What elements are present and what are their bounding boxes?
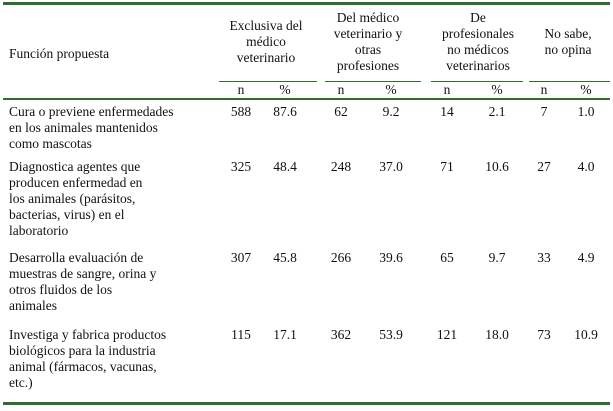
- row-1-value-3: 62: [334, 104, 348, 119]
- row-2-value-6: 10.6: [485, 159, 509, 174]
- row-3-value-2: 45.8: [273, 250, 297, 265]
- header-no-sabe: No sabe, no opina: [544, 26, 592, 57]
- row-1-value-5: 14: [440, 104, 454, 119]
- row-2-value-2: 48.4: [273, 159, 297, 174]
- row-3-value-6: 9.7: [488, 250, 506, 265]
- row-4-value-3: 362: [330, 327, 352, 342]
- row-1-value-1: 588: [230, 104, 252, 119]
- row-2-value-3: 248: [330, 159, 352, 174]
- subheader-pct-1: %: [279, 82, 291, 97]
- row-2-value-1: 325: [230, 159, 252, 174]
- group-underline-4: [529, 81, 610, 82]
- row-label-4: Investiga y fabrica productos biológicos…: [9, 327, 167, 390]
- subheader-n-4: n: [540, 82, 548, 97]
- row-4-value-5: 121: [436, 327, 458, 342]
- row-2-value-8: 4.0: [577, 159, 595, 174]
- row-4-value-8: 10.9: [574, 327, 598, 342]
- group-underline-3: [431, 81, 523, 82]
- subheader-pct-2: %: [385, 82, 397, 97]
- header-del-medico: Del médico veterinario y otras profesion…: [333, 10, 403, 73]
- row-1-value-6: 2.1: [488, 104, 506, 119]
- table-top-rule: [3, 2, 610, 5]
- table-bottom-rule: [3, 402, 610, 405]
- row-3-value-8: 4.9: [577, 250, 595, 265]
- row-2-value-4: 37.0: [379, 159, 403, 174]
- subheader-n-3: n: [443, 82, 451, 97]
- row-4-value-7: 73: [537, 327, 551, 342]
- row-3-value-4: 39.6: [379, 250, 403, 265]
- row-1-value-8: 1.0: [577, 104, 595, 119]
- row-3-value-1: 307: [230, 250, 252, 265]
- header-funcion-propuesta: Función propuesta: [9, 46, 110, 61]
- subheader-pct-3: %: [491, 82, 503, 97]
- row-1-value-7: 7: [540, 104, 548, 119]
- group-underline-1: [219, 81, 317, 82]
- subheader-pct-4: %: [580, 82, 592, 97]
- row-label-3: Desarrolla evaluación de muestras de san…: [9, 250, 157, 313]
- row-2-value-5: 71: [440, 159, 454, 174]
- header-exclusiva: Exclusiva del médico veterinario: [229, 18, 303, 65]
- subheader-n-1: n: [237, 82, 245, 97]
- header-bottom-rule: [3, 98, 610, 100]
- row-4-value-1: 115: [231, 327, 251, 342]
- row-label-1: Cura o previene enfermedades en los anim…: [9, 104, 174, 151]
- row-3-value-3: 266: [330, 250, 352, 265]
- row-4-value-2: 17.1: [273, 327, 297, 342]
- row-3-value-5: 65: [440, 250, 454, 265]
- row-2-value-7: 27: [537, 159, 551, 174]
- survey-table: Función propuesta Exclusiva del médico v…: [3, 0, 610, 408]
- header-de-profesionales: De profesionales no médicos veterinarios: [442, 10, 514, 73]
- subheader-n-2: n: [337, 82, 345, 97]
- row-1-value-2: 87.6: [273, 104, 297, 119]
- row-1-value-4: 9.2: [382, 104, 400, 119]
- row-3-value-7: 33: [537, 250, 551, 265]
- group-underline-2: [325, 81, 421, 82]
- row-label-2: Diagnostica agentes que producen enferme…: [9, 159, 143, 238]
- row-4-value-4: 53.9: [379, 327, 403, 342]
- row-4-value-6: 18.0: [485, 327, 509, 342]
